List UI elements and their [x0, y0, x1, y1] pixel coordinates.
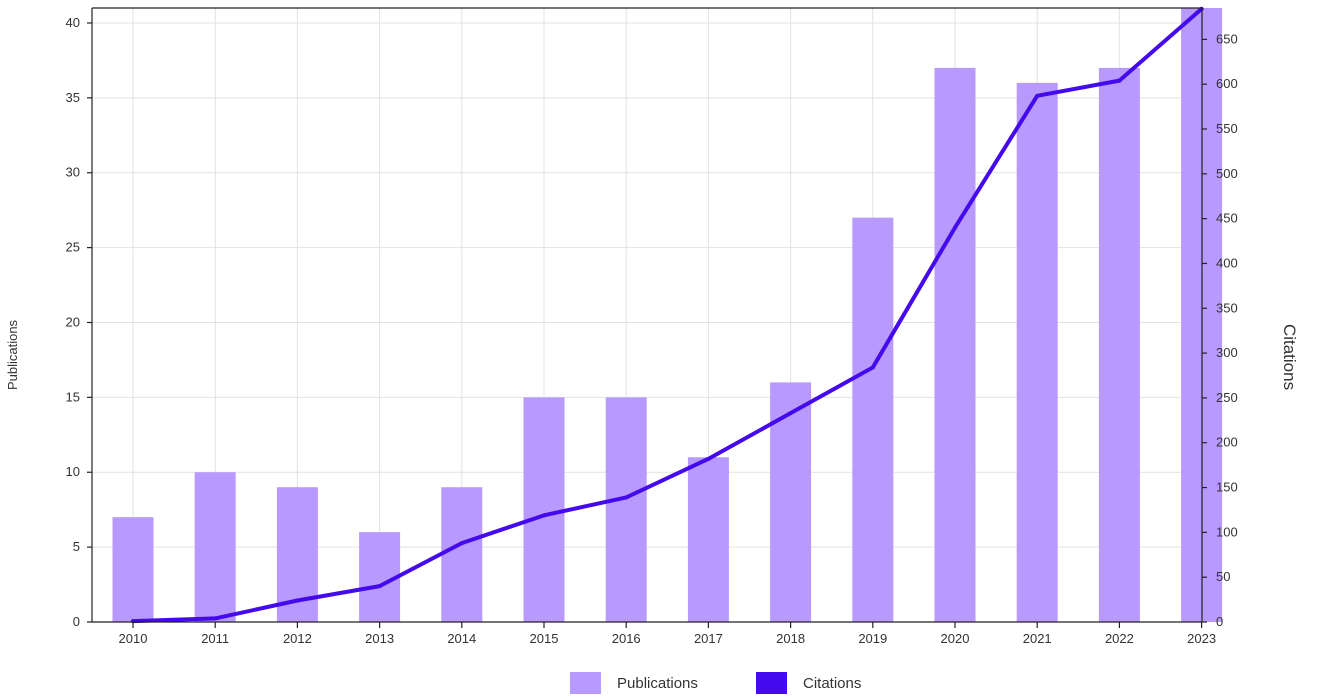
point-citations-2012[interactable] — [295, 598, 300, 603]
citations-line-layer — [131, 6, 1204, 624]
point-citations-2022[interactable] — [1117, 78, 1122, 83]
x-tick-label: 2012 — [283, 631, 312, 646]
point-citations-2011[interactable] — [213, 616, 218, 621]
y-tick-label-left: 15 — [66, 389, 80, 404]
y-tick-label-left: 10 — [66, 464, 80, 479]
legend-label-publications: Publications — [617, 674, 698, 692]
y-tick-label-right: 550 — [1216, 121, 1238, 136]
legend-item-publications[interactable]: Publications — [570, 672, 698, 694]
x-tick-label: 2018 — [776, 631, 805, 646]
point-citations-2015[interactable] — [542, 513, 546, 518]
point-citations-2021[interactable] — [1035, 93, 1040, 98]
y-tick-label-left: 25 — [66, 240, 80, 255]
y-tick-label-left: 5 — [73, 539, 80, 554]
y-axis-title-left: Publications — [5, 319, 20, 390]
bar-publications-2016[interactable] — [605, 397, 647, 622]
bar-publications-2010[interactable] — [112, 517, 154, 622]
publications-bars — [112, 8, 1223, 622]
y-tick-label-right: 150 — [1216, 480, 1238, 495]
y-tick-label-left: 35 — [66, 90, 80, 105]
y-tick-label-right: 500 — [1216, 166, 1238, 181]
axes — [87, 7, 1207, 628]
tick-labels: 0510152025303540050100150200250300350400… — [66, 15, 1238, 646]
x-tick-label: 2015 — [530, 631, 559, 646]
y-tick-label-left: 30 — [66, 165, 80, 180]
y-tick-label-right: 50 — [1216, 569, 1230, 584]
bar-publications-2022[interactable] — [1098, 67, 1140, 622]
legend-label-citations: Citations — [803, 674, 862, 692]
y-tick-label-right: 450 — [1216, 211, 1238, 226]
bar-publications-2021[interactable] — [1016, 82, 1058, 622]
y-tick-label-right: 600 — [1216, 76, 1238, 91]
point-citations-2018[interactable] — [788, 411, 793, 416]
citations-line[interactable] — [131, 6, 1204, 624]
y-tick-label-right: 0 — [1216, 614, 1223, 629]
combo-chart: 0510152025303540050100150200250300350400… — [5, 6, 1299, 646]
y-axis-title-right: Citations — [1280, 324, 1299, 390]
legend: Publications Citations — [0, 672, 1325, 698]
point-citations-2016[interactable] — [624, 495, 629, 500]
y-tick-label-right: 100 — [1216, 524, 1238, 539]
x-tick-label: 2011 — [201, 631, 229, 646]
y-tick-label-right: 200 — [1216, 435, 1238, 450]
y-tick-label-right: 650 — [1216, 31, 1238, 46]
point-citations-2013[interactable] — [377, 584, 382, 589]
x-tick-label: 2023 — [1187, 631, 1216, 646]
bar-publications-2018[interactable] — [770, 382, 812, 622]
y-tick-label-left: 0 — [73, 614, 80, 629]
x-tick-label: 2016 — [612, 631, 641, 646]
bar-publications-2019[interactable] — [852, 217, 894, 622]
point-citations-2020[interactable] — [953, 225, 957, 230]
bar-publications-2020[interactable] — [934, 67, 976, 622]
y-tick-label-right: 400 — [1216, 255, 1238, 270]
x-tick-label: 2013 — [365, 631, 394, 646]
bar-publications-2014[interactable] — [441, 487, 483, 622]
x-tick-label: 2022 — [1105, 631, 1134, 646]
y-tick-label-left: 20 — [66, 314, 80, 329]
bar-publications-2015[interactable] — [523, 397, 565, 622]
x-tick-label: 2020 — [941, 631, 970, 646]
bar-publications-2011[interactable] — [194, 472, 236, 622]
y-tick-label-right: 300 — [1216, 345, 1238, 360]
legend-swatch-publications — [570, 672, 601, 694]
point-citations-2014[interactable] — [459, 541, 464, 546]
x-tick-label: 2019 — [858, 631, 887, 646]
point-citations-2017[interactable] — [706, 456, 711, 461]
legend-swatch-citations — [756, 672, 787, 694]
x-tick-label: 2021 — [1023, 631, 1052, 646]
legend-item-citations[interactable]: Citations — [756, 672, 861, 694]
x-tick-label: 2014 — [447, 631, 476, 646]
y-tick-label-right: 250 — [1216, 390, 1238, 405]
y-tick-label-right: 350 — [1216, 300, 1238, 315]
point-citations-2019[interactable] — [870, 365, 875, 370]
x-tick-label: 2017 — [694, 631, 723, 646]
bar-publications-2017[interactable] — [687, 457, 729, 622]
y-tick-label-left: 40 — [66, 15, 80, 30]
x-tick-label: 2010 — [119, 631, 148, 646]
